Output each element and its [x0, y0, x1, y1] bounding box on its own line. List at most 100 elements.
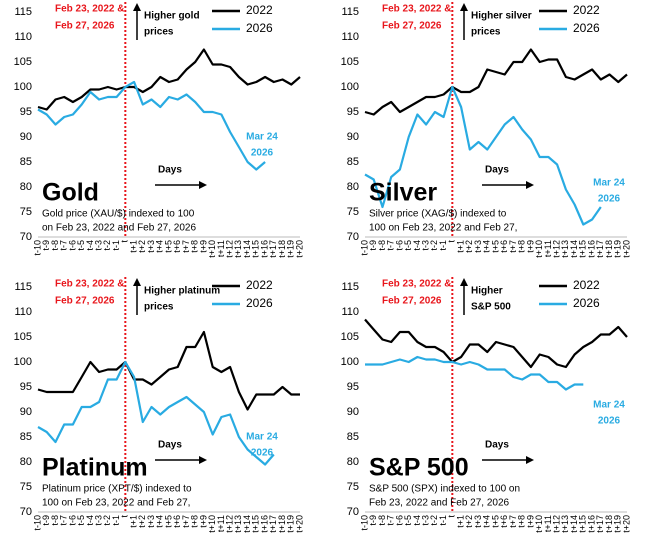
- series-line: [37, 80, 266, 171]
- x-tick-label: t+9: [525, 240, 535, 253]
- x-tick-label: t-8: [50, 515, 60, 526]
- x-tick-label: t-2: [102, 515, 112, 526]
- x-tick-label: t+4: [155, 515, 165, 528]
- x-tick-label: t+11: [216, 515, 226, 532]
- y-tick-label: 85: [20, 431, 32, 443]
- x-tick-label: t+15: [578, 515, 588, 533]
- days-annotation: Days: [158, 440, 182, 451]
- x-tick-label: t+19: [286, 240, 296, 258]
- x-tick-label: t+10: [207, 515, 217, 533]
- x-tick-label: t: [447, 240, 457, 243]
- panel-subtitle: Gold price (XAU/$) indexed to 100: [42, 209, 195, 220]
- y-tick-label: 100: [341, 81, 359, 93]
- x-tick-label: t+18: [604, 515, 614, 533]
- y-tick-label: 85: [347, 156, 359, 168]
- x-tick-label: t+5: [490, 515, 500, 528]
- x-tick-label: t+5: [490, 240, 500, 253]
- x-tick-label: t+7: [508, 240, 518, 253]
- y-tick-label: 75: [347, 206, 359, 218]
- y-tick-label: 85: [20, 156, 32, 168]
- x-tick-label: t+18: [604, 240, 614, 258]
- x-tick-label: t-2: [429, 515, 439, 526]
- arrow-annotation: S&P 500: [471, 302, 511, 313]
- date-annotation: Feb 27, 2026: [382, 296, 442, 307]
- x-tick-label: t+3: [146, 515, 156, 528]
- x-tick-label: t: [447, 515, 457, 518]
- y-tick-label: 90: [347, 131, 359, 143]
- x-tick-label: t+1: [128, 515, 138, 528]
- x-tick-label: t+20: [621, 240, 631, 258]
- legend-label: 2022: [246, 3, 273, 17]
- x-tick-label: t+13: [560, 240, 570, 258]
- x-tick-label: t+8: [517, 240, 527, 253]
- panel: 70 75 80 85 90 95 100 105 110 115 t-10t-9t-8t-7t-6…: [14, 2, 304, 258]
- x-tick-label: t+2: [464, 515, 474, 528]
- y-tick-label: 115: [341, 281, 359, 293]
- date-annotation: Feb 27, 2026: [382, 21, 442, 32]
- x-tick-label: t-5: [76, 515, 86, 526]
- arrow-annotation: Higher silver: [471, 11, 532, 22]
- x-tick-label: t-4: [85, 515, 95, 526]
- legend-label: 2026: [573, 296, 600, 310]
- x-tick-label: t+19: [286, 515, 296, 533]
- arrow-annotation: prices: [471, 27, 501, 38]
- y-tick-label: 110: [14, 31, 32, 43]
- x-tick-label: t+3: [473, 515, 483, 528]
- y-tick-label: 110: [341, 306, 359, 318]
- days-annotation: Days: [485, 440, 509, 451]
- panel-title: Gold: [42, 179, 99, 207]
- x-tick-label: t+17: [268, 515, 278, 533]
- x-tick-label: t+5: [163, 240, 173, 253]
- x-tick-label: t-10: [32, 515, 42, 531]
- x-tick-label: t-3: [421, 240, 431, 251]
- end-annotation: Mar 24: [246, 432, 278, 443]
- x-tick-label: t+20: [294, 515, 304, 533]
- x-tick-label: t+20: [621, 515, 631, 533]
- legend-label: 2026: [246, 21, 273, 35]
- arrow-annotation: Higher gold: [144, 11, 200, 22]
- x-tick-label: t+11: [543, 240, 553, 257]
- series-line: [364, 48, 628, 116]
- y-tick-label: 80: [20, 181, 32, 193]
- y-tick-label: 115: [341, 6, 359, 18]
- x-tick-label: t+14: [242, 240, 252, 258]
- x-tick-label: t+19: [613, 240, 623, 258]
- x-tick-label: t+1: [455, 240, 465, 253]
- y-tick-label: 80: [347, 181, 359, 193]
- legend-label: 2026: [573, 21, 600, 35]
- series-line: [364, 85, 602, 226]
- panel-title: Platinum: [42, 454, 148, 482]
- y-tick-label: 75: [20, 481, 32, 493]
- y-tick-label: 100: [14, 81, 32, 93]
- x-tick-label: t+10: [207, 240, 217, 258]
- x-tick-label: t+14: [569, 515, 579, 533]
- x-tick-label: t-7: [59, 240, 69, 251]
- x-tick-label: t+18: [277, 515, 287, 533]
- x-tick-label: t-3: [94, 240, 104, 251]
- panel: 70 75 80 85 90 95 100 105 110 115 t-10t-9t-8t-7t-6…: [341, 2, 631, 258]
- series-line: [37, 360, 275, 466]
- x-tick-label: t+20: [294, 240, 304, 258]
- y-tick-label: 90: [347, 406, 359, 418]
- x-tick-label: t+13: [233, 240, 243, 258]
- x-tick-label: t-10: [359, 515, 369, 531]
- x-tick-label: t+8: [190, 515, 200, 528]
- x-tick-label: t+2: [464, 240, 474, 253]
- x-tick-label: t+5: [163, 515, 173, 528]
- x-tick-label: t+11: [216, 240, 226, 257]
- x-tick-label: t+7: [181, 515, 191, 528]
- x-tick-label: t-9: [368, 515, 378, 526]
- x-tick-label: t+4: [482, 515, 492, 528]
- x-tick-label: t+15: [251, 515, 261, 533]
- y-tick-label: 100: [341, 356, 359, 368]
- y-tick-label: 105: [341, 331, 359, 343]
- end-annotation: 2026: [598, 194, 621, 205]
- y-tick-label: 70: [20, 231, 32, 243]
- panel-subtitle: Silver price (XAG/$) indexed to: [369, 209, 507, 220]
- x-tick-label: t+3: [473, 240, 483, 253]
- x-tick-label: t-2: [102, 240, 112, 251]
- panel-subtitle: Platinum price (XPT/$) indexed to: [42, 484, 192, 495]
- legend-label: 2026: [246, 296, 273, 310]
- x-tick-label: t+9: [198, 240, 208, 253]
